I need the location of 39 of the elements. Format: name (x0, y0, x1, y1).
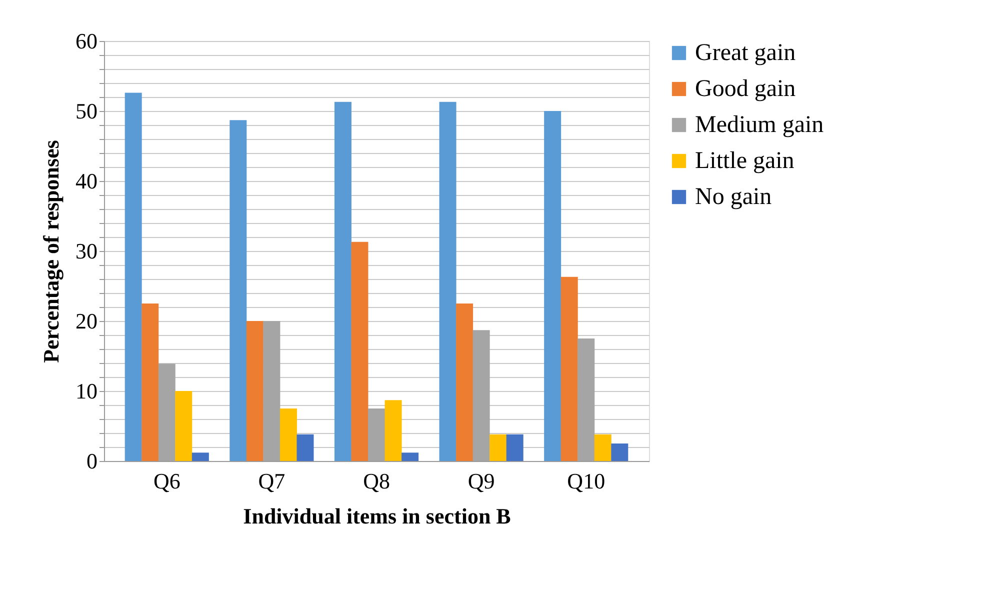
bar (296, 434, 314, 461)
bar (594, 434, 612, 461)
bar (230, 120, 247, 461)
legend-label: No gain (695, 184, 772, 210)
y-tick-label: 50 (76, 98, 98, 124)
bar (192, 452, 209, 461)
bar (456, 304, 474, 461)
x-tick-label: Q10 (567, 468, 606, 494)
bar (175, 391, 192, 461)
y-tick-label: 20 (76, 308, 98, 334)
x-tick-label: Q6 (153, 468, 180, 494)
bar (142, 304, 159, 461)
bar (439, 102, 456, 461)
legend-label: Great gain (695, 40, 796, 66)
y-axis-title: Percentage of responses (38, 140, 64, 363)
bar (611, 444, 628, 461)
bar (402, 452, 419, 461)
x-axis-title: Individual items in section B (243, 504, 512, 528)
bar (384, 400, 402, 461)
y-tick-label: 30 (76, 238, 98, 264)
bar (544, 111, 562, 461)
y-tick-label: 60 (76, 28, 98, 54)
bar (351, 242, 368, 461)
bar (506, 434, 524, 461)
legend-label: Little gain (695, 148, 794, 174)
y-tick-label: 40 (76, 168, 98, 194)
bar (334, 102, 352, 461)
bar (246, 321, 264, 461)
legend-label: Good gain (695, 76, 796, 102)
bar (560, 276, 578, 461)
x-tick-label: Q7 (258, 468, 286, 494)
y-tick-label: 10 (76, 378, 98, 404)
bar (124, 92, 142, 461)
legend-label: Medium gain (695, 112, 824, 138)
y-tick-label: 0 (86, 448, 98, 474)
x-tick-label: Q9 (468, 468, 495, 494)
bar (280, 408, 297, 461)
bar (490, 434, 507, 461)
x-tick-label: Q8 (363, 468, 390, 494)
